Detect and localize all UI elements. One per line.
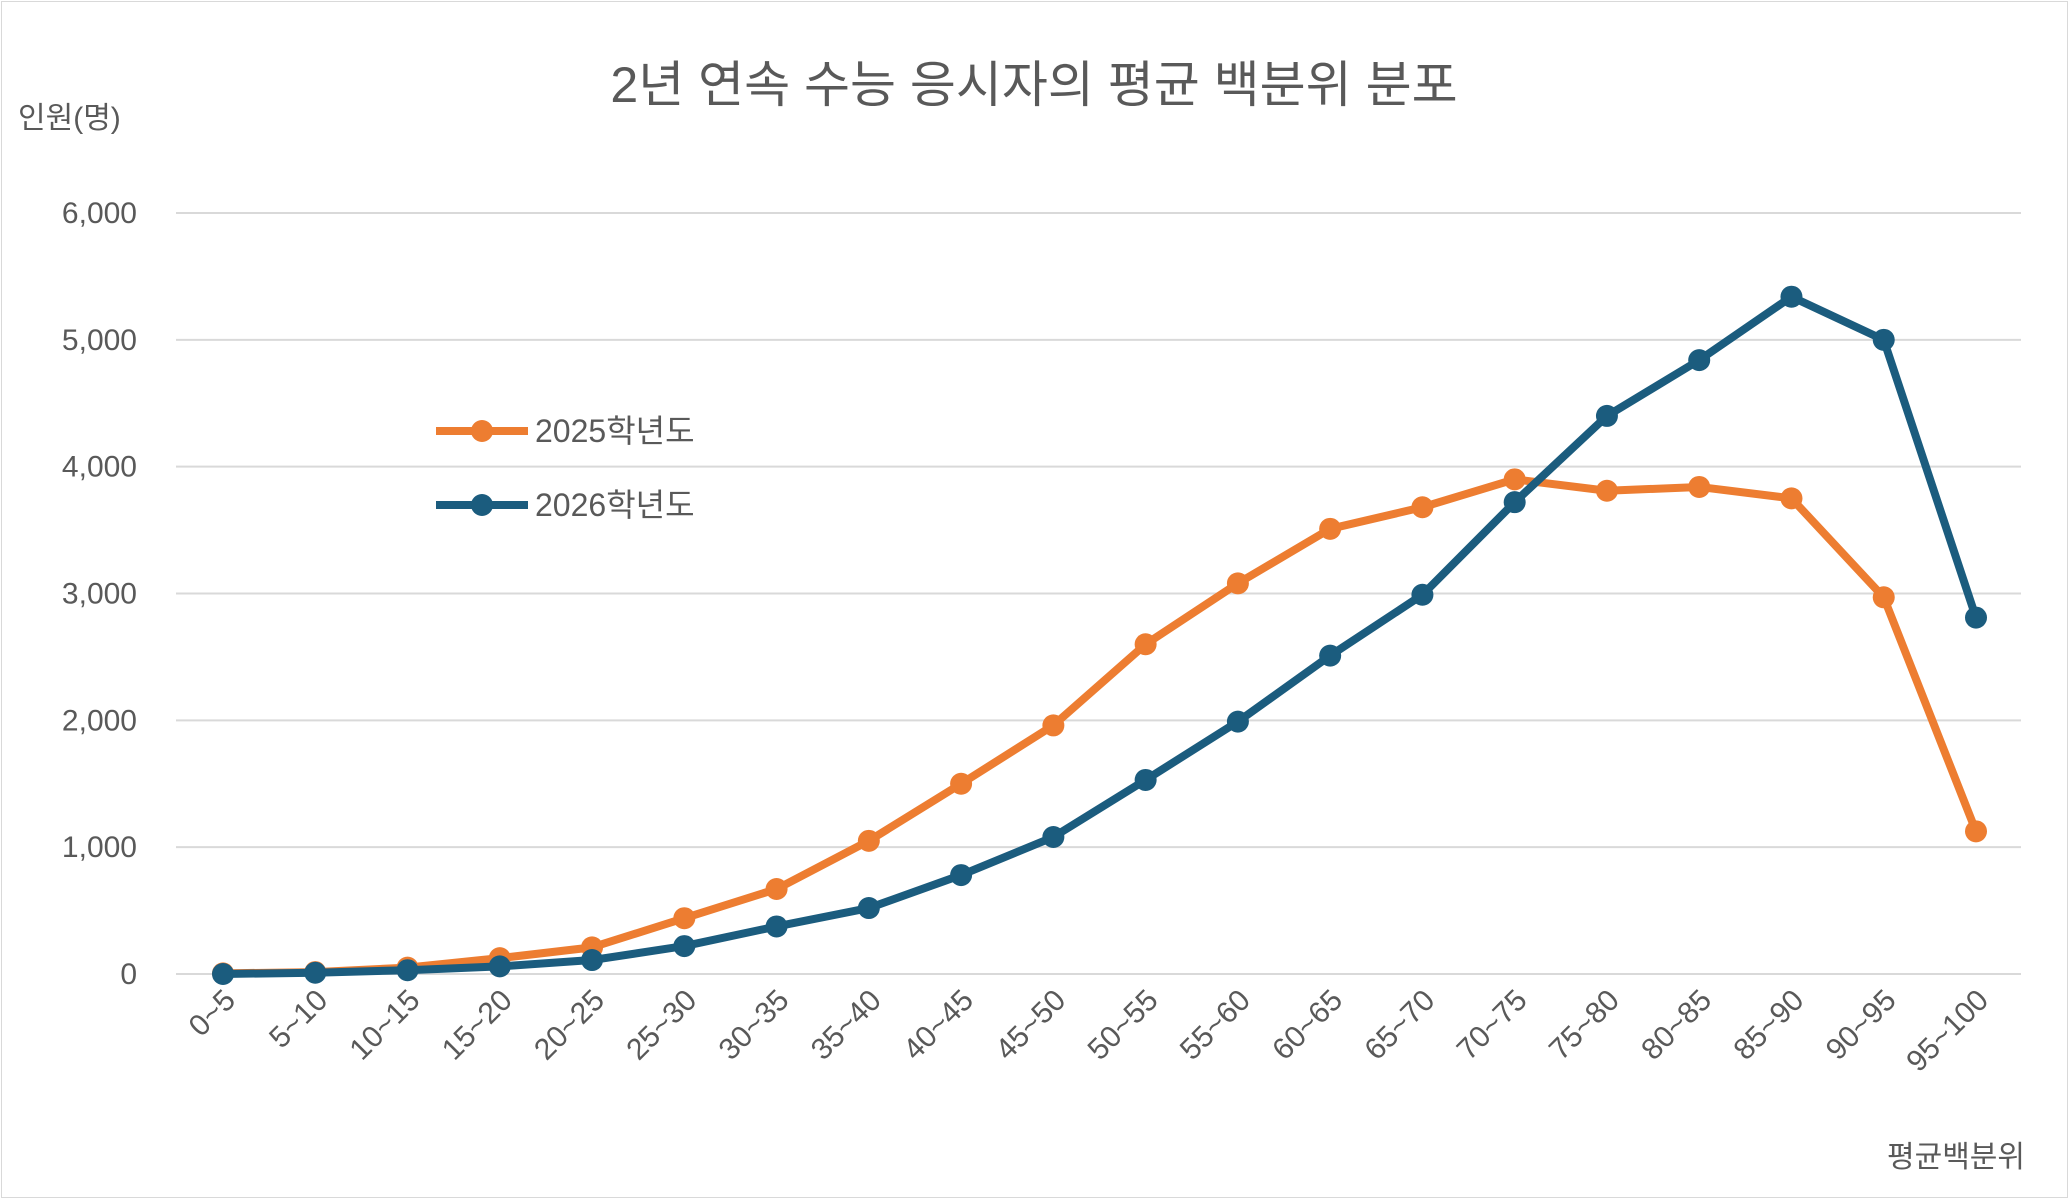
data-point [1134,633,1157,656]
x-tick-label: 80~85 [1635,984,1718,1067]
data-point [304,961,327,984]
x-tick-label: 50~55 [1082,984,1165,1067]
data-point [581,949,604,972]
x-tick-label: 15~20 [436,984,519,1067]
x-tick-label: 25~30 [620,984,703,1067]
x-tick-label: 35~40 [805,984,888,1067]
x-tick-label: 60~65 [1266,984,1349,1067]
data-point [1042,714,1065,737]
data-point [1503,468,1526,491]
legend-marker [471,494,493,516]
data-point [1780,285,1803,308]
data-point [1503,491,1526,514]
chart-title: 2년 연속 수능 응시자의 평균 백분위 분포 [610,57,1457,113]
data-point [1319,644,1342,667]
x-tick-label: 10~15 [344,984,427,1067]
data-point [1042,826,1065,849]
data-point [765,915,788,938]
x-tick-label: 65~70 [1358,984,1441,1067]
data-point [1411,496,1434,519]
y-tick-label: 1,000 [62,831,137,864]
legend-item: 2025학년도 [436,413,695,449]
x-tick-label: 90~95 [1820,984,1903,1067]
x-tick-label: 40~45 [897,984,980,1067]
legend-label: 2025학년도 [535,413,695,449]
x-tick-label: 85~90 [1728,984,1811,1067]
y-tick-label: 5,000 [62,324,137,357]
data-point [1226,710,1249,733]
data-point [1134,768,1157,791]
data-point [1872,328,1895,351]
data-point [1965,606,1987,629]
x-tick-label: 95~100 [1900,984,1995,1079]
legend-marker [471,420,493,442]
y-tick-label: 3,000 [62,578,137,611]
series-2 [212,285,1987,985]
y-axis-title: 인원(명) [18,102,121,135]
data-point [1595,404,1618,427]
x-tick-label: 70~75 [1451,984,1534,1067]
y-tick-label: 6,000 [62,197,137,230]
x-tick-label: 0~5 [183,984,242,1043]
data-point [673,907,696,930]
data-point [1411,583,1434,606]
x-tick-label: 5~10 [263,984,334,1055]
x-tick-label: 55~60 [1174,984,1257,1067]
x-tick-label: 30~35 [713,984,796,1067]
x-tick-label: 75~80 [1543,984,1626,1067]
data-point [1319,517,1342,540]
series-1 [212,468,1987,985]
x-tick-label: 20~25 [528,984,611,1067]
data-point [1226,572,1249,595]
data-point [950,864,973,887]
legend-item: 2026학년도 [436,487,695,523]
data-point [857,829,880,852]
data-point [857,897,880,920]
data-point [950,772,973,795]
series-line [222,292,1980,978]
data-point [1688,475,1711,498]
data-point [1595,479,1618,502]
data-point [396,959,419,982]
data-point [1872,586,1895,609]
data-point [1688,349,1711,372]
x-tick-label: 45~50 [989,984,1072,1067]
data-point [1780,487,1803,510]
y-tick-label: 0 [120,958,137,991]
data-point [765,878,788,901]
y-tick-label: 2,000 [62,704,137,737]
series-line [222,475,1980,978]
data-point [212,963,234,985]
y-tick-label: 4,000 [62,451,137,484]
x-axis-title: 평균백분위 [1887,1141,2025,1174]
legend-label: 2026학년도 [535,487,695,523]
data-point [1965,820,1987,843]
data-point [488,955,511,978]
data-point [673,935,696,958]
